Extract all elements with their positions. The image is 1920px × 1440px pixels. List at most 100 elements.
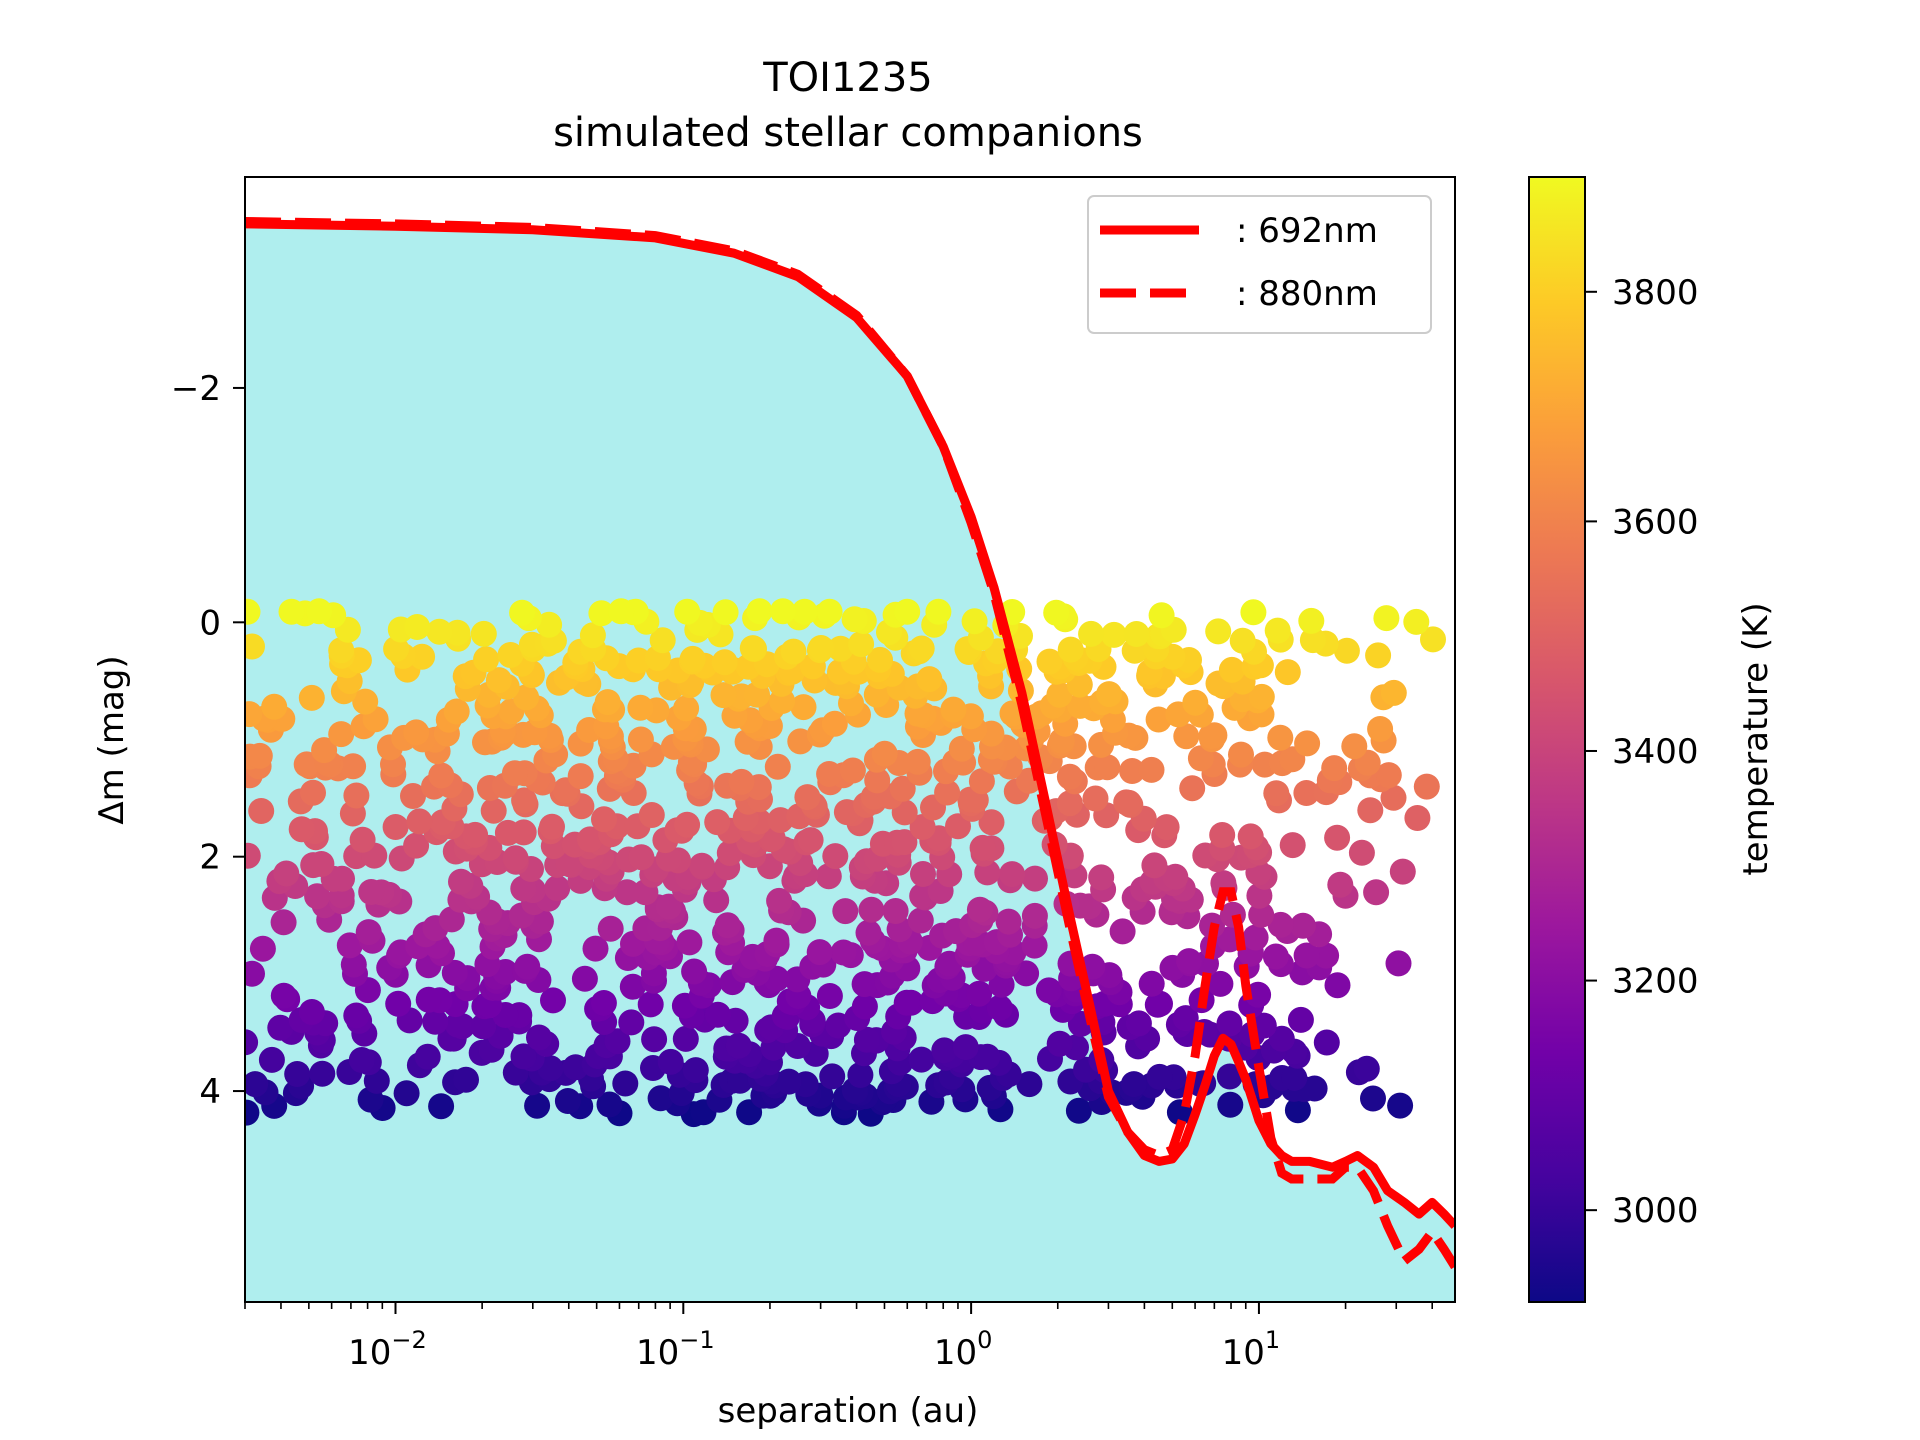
scatter-point [306, 598, 333, 625]
scatter-point [816, 983, 843, 1009]
scatter-point [1279, 832, 1306, 859]
scatter-point [728, 768, 755, 795]
scatter-point [1187, 745, 1214, 772]
scatter-point [775, 1068, 802, 1095]
scatter-point [974, 1043, 1001, 1070]
colorbar-gradient [1528, 176, 1586, 1303]
scatter-point [637, 991, 664, 1018]
scatter-point [608, 598, 635, 625]
scatter-point [526, 1024, 552, 1051]
scatter-point [509, 599, 536, 626]
scatter-point [453, 1066, 479, 1093]
scatter-point [444, 1011, 471, 1038]
scatter-point [406, 808, 433, 835]
scatter-point [567, 763, 594, 790]
scatter-point [1248, 683, 1275, 710]
scatter-point [329, 865, 355, 892]
scatter-point [655, 893, 682, 920]
scatter-point [245, 960, 265, 987]
colorbar-tick-label: 3400 [1612, 732, 1699, 772]
scatter-point [544, 875, 571, 902]
scatter-point [245, 1029, 259, 1056]
scatter-point [1109, 918, 1136, 945]
x-tick-label: 10−2 [348, 1326, 427, 1373]
scatter-point [245, 842, 261, 869]
scatter-point [925, 598, 952, 625]
scatter-point [1367, 716, 1394, 742]
scatter-point [1313, 942, 1340, 969]
scatter-point [267, 1014, 294, 1041]
scatter-point [514, 953, 541, 980]
scatter-point [769, 598, 796, 625]
scatter-point [1389, 858, 1416, 885]
scatter-point [596, 1091, 623, 1118]
scatter-point [910, 861, 936, 887]
scatter-point [1057, 636, 1084, 663]
scatter-point [711, 649, 738, 676]
scatter-point [853, 1026, 880, 1053]
scatter-point [625, 647, 652, 674]
scatter-point [348, 1047, 375, 1073]
scatter-point [1209, 822, 1236, 848]
scatter-point [1403, 608, 1430, 635]
scatter-point [657, 1048, 684, 1075]
scatter-point [1294, 730, 1321, 757]
scatter-point [403, 719, 430, 746]
scatter-point [907, 907, 934, 934]
scatter-point [1125, 1010, 1152, 1037]
scatter-point [978, 809, 1005, 836]
scatter-point [891, 829, 918, 856]
scatter-point [867, 646, 893, 673]
scatter-point [591, 806, 617, 833]
scatter-point [554, 1088, 581, 1114]
scatter-point [441, 959, 468, 986]
scatter-point [871, 740, 898, 767]
scatter-point [681, 958, 708, 985]
scatter-point [1218, 656, 1245, 683]
legend: : 692nm : 880nm [1087, 195, 1432, 334]
scatter-point [1360, 1085, 1386, 1112]
scatter-point [676, 929, 703, 956]
scatter-point [641, 1026, 668, 1053]
scatter-point [1067, 692, 1094, 719]
detectable-region-fill [245, 177, 1455, 1302]
scatter-point [352, 688, 379, 715]
scatter-point [940, 696, 967, 723]
scatter-point [588, 600, 615, 627]
scatter-point [1035, 977, 1062, 1004]
scatter-point [961, 608, 988, 635]
scatter-point [1179, 775, 1206, 802]
scatter-point [627, 694, 654, 721]
scatter-point [1153, 814, 1180, 841]
scatter-point [855, 919, 882, 946]
scatter-point [382, 814, 409, 840]
scatter-point [966, 896, 993, 923]
scatter-point [261, 693, 288, 720]
scatter-point [1056, 790, 1083, 817]
scatter-point [1262, 943, 1289, 970]
scatter-point [1321, 755, 1348, 782]
scatter-point [821, 710, 848, 737]
scatter-point [1138, 970, 1165, 997]
scatter-point [766, 887, 793, 914]
colorbar-tick-label: 3800 [1612, 273, 1699, 313]
scatter-point [594, 689, 621, 716]
scatter-point [672, 1025, 699, 1052]
scatter-point [808, 635, 834, 661]
y-axis: −2 0 2 4 [171, 369, 245, 1112]
scatter-point [1242, 924, 1269, 951]
scatter-point [309, 1060, 336, 1087]
chart-subtitle: simulated stellar companions [553, 110, 1143, 156]
scatter-point [832, 898, 859, 925]
colorbar: 3000 3200 3400 3600 3800 temperature (K) [1528, 176, 1776, 1303]
scatter-point [851, 971, 878, 998]
scatter-point [414, 1043, 441, 1070]
scatter-point [1365, 642, 1392, 669]
scatter-point [278, 598, 305, 625]
scatter-point [336, 932, 363, 959]
scatter-point [311, 737, 338, 764]
scatter-point [1065, 1097, 1092, 1124]
scatter-points [245, 598, 1446, 1128]
scatter-point [649, 627, 676, 654]
scatter-point [995, 908, 1022, 935]
